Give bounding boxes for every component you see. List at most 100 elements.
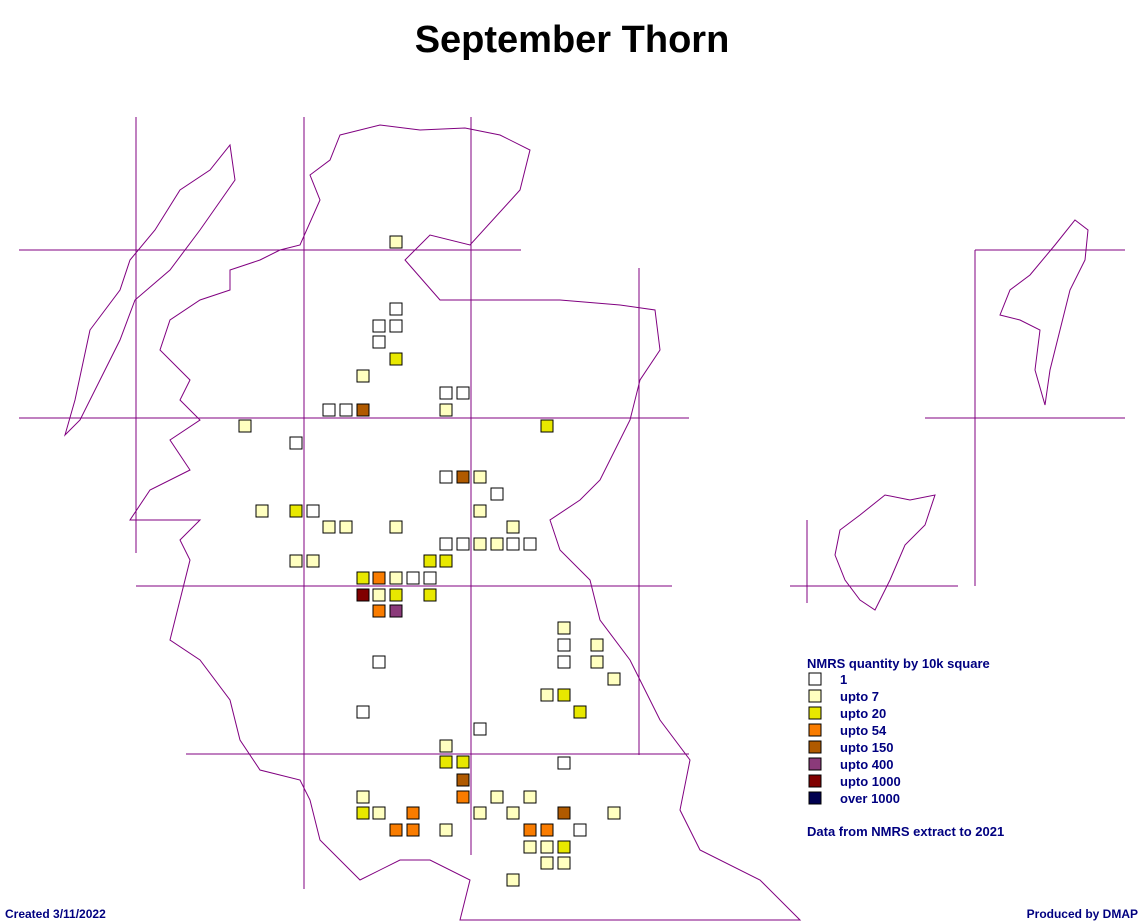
- grid-square: [557, 638, 571, 652]
- mainland-coast: [129, 124, 802, 921]
- grid-square: [389, 588, 403, 602]
- legend-swatch: [808, 791, 822, 805]
- legend-label: upto 20: [840, 706, 886, 721]
- grid-square: [473, 504, 487, 518]
- grid-square: [590, 638, 604, 652]
- grid-square: [356, 790, 370, 804]
- grid-square: [339, 403, 353, 417]
- grid-square: [389, 823, 403, 837]
- grid-square: [540, 419, 554, 433]
- legend: 1 upto 7 upto 20 upto 54 upto 150 upto 400 upt…: [808, 672, 901, 806]
- legend-label: upto 1000: [840, 774, 901, 789]
- grid-square: [573, 823, 587, 837]
- squares: [238, 235, 621, 887]
- grid-square: [238, 419, 252, 433]
- grid-square: [456, 470, 470, 484]
- grid-square: [356, 571, 370, 585]
- title: September Thorn: [415, 19, 730, 61]
- grid-square: [590, 655, 604, 669]
- grid-square: [439, 403, 453, 417]
- grid-square: [490, 537, 504, 551]
- grid-square: [255, 504, 269, 518]
- grid-square: [456, 386, 470, 400]
- grid-square: [372, 655, 386, 669]
- coastline: [63, 124, 1089, 921]
- created: Created 3/11/2022: [5, 907, 106, 921]
- grid-square: [289, 554, 303, 568]
- legend-swatch: [808, 757, 822, 771]
- grid-square: [389, 520, 403, 534]
- legend-label: upto 150: [840, 740, 893, 755]
- grid-square: [523, 790, 537, 804]
- hebrides-coast: [63, 143, 236, 437]
- grid-square: [439, 755, 453, 769]
- legend-title: NMRS quantity by 10k square: [807, 656, 990, 671]
- grid-square: [372, 319, 386, 333]
- producer: Produced by DMAP: [1027, 907, 1138, 921]
- grid-square: [389, 235, 403, 249]
- grid-square: [289, 504, 303, 518]
- grid-square: [406, 806, 420, 820]
- grid-square: [372, 588, 386, 602]
- grid-square: [523, 823, 537, 837]
- grid-square: [557, 856, 571, 870]
- legend-swatch: [808, 740, 822, 754]
- grid-square: [389, 302, 403, 316]
- grid-square: [506, 537, 520, 551]
- grid-square: [322, 403, 336, 417]
- grid-square: [456, 537, 470, 551]
- grid-square: [557, 621, 571, 635]
- grid-square: [406, 823, 420, 837]
- grid-square: [490, 487, 504, 501]
- grid-square: [389, 604, 403, 618]
- grid-square: [389, 319, 403, 333]
- grid-square: [607, 672, 621, 686]
- grid-square: [423, 571, 437, 585]
- grid-square: [306, 504, 320, 518]
- grid-square: [289, 436, 303, 450]
- grid: [19, 117, 1125, 889]
- grid-square: [557, 840, 571, 854]
- grid-square: [439, 554, 453, 568]
- grid-square: [523, 537, 537, 551]
- orkney-coast: [834, 494, 936, 611]
- grid-square: [540, 856, 554, 870]
- grid-square: [372, 806, 386, 820]
- grid-square: [372, 335, 386, 349]
- legend-swatch: [808, 723, 822, 737]
- grid-square: [339, 520, 353, 534]
- note: Data from NMRS extract to 2021: [807, 824, 1004, 839]
- grid-square: [372, 571, 386, 585]
- shetland-coast: [999, 219, 1089, 406]
- grid-square: [506, 873, 520, 887]
- grid-square: [557, 806, 571, 820]
- grid-square: [456, 755, 470, 769]
- grid-square: [506, 806, 520, 820]
- grid-square: [322, 520, 336, 534]
- grid-square: [372, 604, 386, 618]
- grid-square: [356, 806, 370, 820]
- grid-square: [406, 571, 420, 585]
- grid-square: [439, 823, 453, 837]
- grid-square: [389, 571, 403, 585]
- grid-square: [506, 520, 520, 534]
- grid-square: [473, 537, 487, 551]
- grid-square: [423, 588, 437, 602]
- grid-square: [356, 403, 370, 417]
- grid-square: [473, 470, 487, 484]
- grid-square: [540, 823, 554, 837]
- grid-square: [473, 722, 487, 736]
- grid-square: [540, 840, 554, 854]
- grid-square: [389, 352, 403, 366]
- grid-square: [356, 588, 370, 602]
- grid-square: [439, 470, 453, 484]
- grid-square: [439, 386, 453, 400]
- legend-label: upto 400: [840, 757, 893, 772]
- grid-square: [456, 790, 470, 804]
- legend-label: 1: [840, 672, 847, 687]
- grid-square: [306, 554, 320, 568]
- grid-square: [557, 756, 571, 770]
- grid-square: [557, 655, 571, 669]
- grid-square: [473, 806, 487, 820]
